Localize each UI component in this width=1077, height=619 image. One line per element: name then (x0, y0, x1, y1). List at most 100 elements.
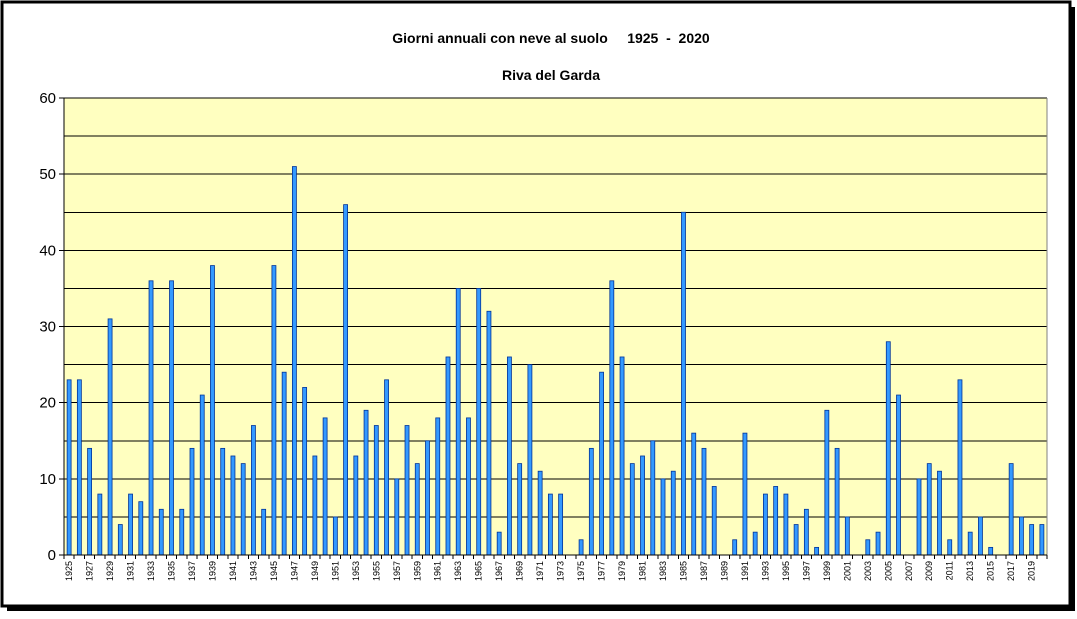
bar-1982 (650, 440, 656, 556)
bar-1938 (199, 394, 205, 556)
bar-2010 (937, 470, 942, 556)
x-tick-label: 1949 (310, 561, 320, 581)
bar-1993 (763, 493, 768, 556)
bar-1968 (507, 356, 512, 556)
border-shadow-bottom (7, 606, 1075, 611)
y-tick-label: 40 (39, 242, 56, 259)
x-tick-label: 2003 (863, 561, 873, 581)
x-tick-label: 1981 (638, 561, 648, 581)
bar-1995 (783, 493, 789, 556)
bar-1980 (629, 463, 635, 556)
bar-1985 (681, 211, 686, 556)
x-tick-label: 1965 (474, 561, 484, 581)
bar-1991 (742, 432, 748, 556)
x-tick-label: 1945 (269, 561, 279, 581)
bar-1942 (240, 463, 246, 556)
x-tick-label: 2015 (986, 561, 996, 581)
bar-1933 (148, 280, 154, 556)
bar-1953 (353, 455, 359, 556)
bar-1969 (517, 463, 523, 556)
bar-1961 (435, 417, 441, 556)
bar-1997 (803, 508, 809, 556)
bar-1990 (732, 539, 738, 556)
x-tick-label: 1937 (187, 561, 197, 581)
bar-1967 (496, 531, 502, 556)
x-tick-label: 1955 (371, 561, 381, 581)
x-tick-label: 1933 (146, 561, 156, 581)
bar-1930 (117, 524, 123, 556)
bar-1947 (291, 166, 297, 556)
bar-2008 (916, 478, 922, 556)
bar-1934 (158, 508, 164, 556)
bar-1937 (189, 447, 195, 556)
chart-title: Giorni annuali con neve al suolo 1925 - … (392, 30, 710, 46)
x-tick-label: 2017 (1006, 561, 1016, 581)
bar-1966 (486, 310, 492, 556)
x-tick-label: 1961 (433, 561, 443, 581)
bar-2000 (834, 447, 840, 556)
y-tick-label: 60 (39, 90, 56, 107)
x-tick-label: 1979 (617, 561, 627, 581)
bar-2004 (875, 531, 881, 556)
bar-2006 (896, 394, 901, 556)
x-tick-label: 1947 (289, 561, 299, 581)
x-tick-label: 1993 (760, 561, 770, 581)
bar-1970 (527, 364, 533, 556)
x-tick-label: 1997 (801, 561, 811, 581)
bar-1992 (752, 531, 758, 556)
bar-1996 (793, 524, 799, 556)
x-tick-label: 2005 (883, 561, 893, 581)
bar-1994 (773, 486, 779, 556)
bar-1951 (332, 516, 338, 556)
x-tick-label: 1987 (699, 561, 709, 581)
x-tick-label: 1953 (351, 561, 361, 581)
y-tick-label: 20 (39, 395, 56, 412)
bar-2011 (947, 539, 953, 556)
x-tick-label: 1957 (392, 561, 402, 581)
y-axis: 0 10 20 30 40 50 60 (39, 90, 65, 564)
bar-1928 (97, 493, 103, 556)
x-tick-label: 1943 (248, 561, 258, 581)
x-tick-label: 2019 (1027, 561, 1037, 581)
bar-1949 (312, 455, 318, 556)
x-tick-label: 2007 (904, 561, 914, 581)
bar-1975 (578, 539, 584, 556)
y-tick-label: 10 (39, 471, 56, 488)
bar-2001 (844, 516, 850, 556)
x-tick-label: 2013 (965, 561, 975, 581)
bar-1998 (814, 546, 820, 556)
y-tick-label: 50 (39, 166, 56, 183)
bar-1999 (824, 409, 830, 556)
bar-2018 (1019, 516, 1024, 556)
bar-2005 (885, 341, 891, 556)
bar-1929 (107, 318, 113, 556)
bar-1926 (76, 379, 82, 556)
x-tick-label: 1925 (64, 561, 74, 581)
bar-2003 (865, 539, 871, 556)
bar-1931 (128, 493, 133, 556)
x-tick-label: 1985 (678, 561, 688, 581)
x-tick-label: 2001 (842, 561, 852, 581)
bar-1978 (609, 280, 615, 556)
bar-1944 (261, 508, 267, 556)
bar-1986 (691, 432, 697, 556)
bar-2009 (926, 463, 932, 556)
bar-1963 (455, 288, 461, 556)
bar-1984 (670, 470, 676, 556)
bar-1988 (711, 486, 717, 556)
y-tick-label: 30 (39, 319, 56, 336)
bar-1964 (466, 417, 471, 556)
border-shadow-right (1070, 7, 1075, 611)
bar-2015 (988, 546, 994, 556)
bar-1925 (66, 379, 72, 556)
bar-2014 (978, 516, 983, 556)
bar-1932 (138, 501, 144, 556)
x-tick-label: 1927 (85, 561, 95, 581)
x-tick-label: 1989 (719, 561, 729, 581)
y-tick-label: 0 (48, 547, 56, 564)
x-tick-label: 1975 (576, 561, 586, 581)
bar-1960 (425, 440, 430, 556)
bar-1972 (547, 493, 553, 556)
